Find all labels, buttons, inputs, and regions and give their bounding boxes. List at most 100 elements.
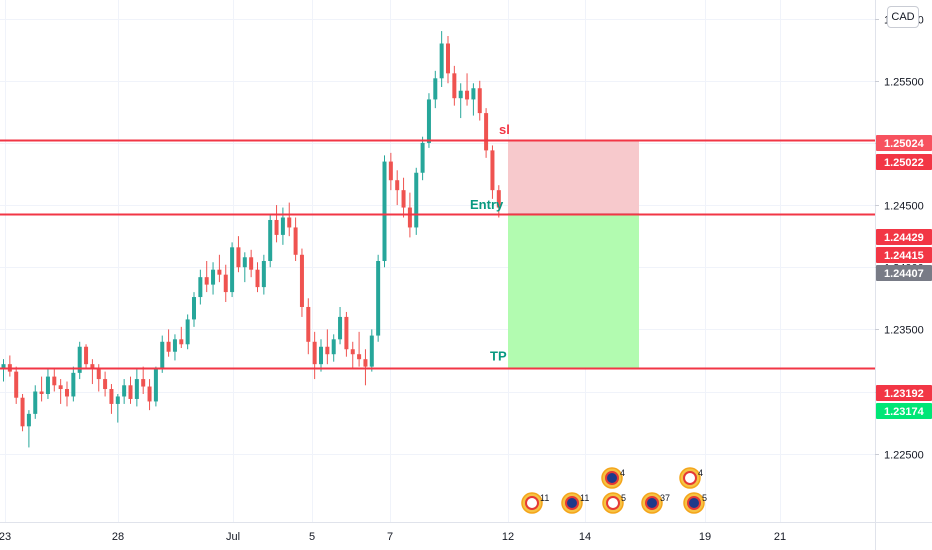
economic-event-marker[interactable]: 11 <box>521 492 549 514</box>
event-count: 4 <box>620 468 625 478</box>
candle-body <box>319 346 323 365</box>
candle <box>185 314 190 350</box>
candle <box>249 249 254 278</box>
candle <box>39 376 44 402</box>
candle-body <box>477 88 482 114</box>
price-tag-label: 1.24407 <box>884 268 924 280</box>
candle <box>471 83 476 116</box>
price-tag-label: 1.23192 <box>884 388 924 400</box>
candle <box>1 359 6 382</box>
candle <box>299 248 304 317</box>
candle-body <box>420 142 425 173</box>
candle <box>401 177 406 218</box>
candle <box>280 207 285 245</box>
candle <box>382 155 387 268</box>
candle-body <box>280 217 285 235</box>
time-axis[interactable]: 23 28 Jul 5 7 12 14 19 21 <box>0 522 932 544</box>
price-tag: 1.23174 <box>876 403 932 419</box>
candle-body <box>261 261 266 288</box>
candle <box>312 331 317 380</box>
candle <box>109 384 114 414</box>
candle-body <box>14 371 19 398</box>
candle <box>344 311 349 357</box>
candle <box>331 334 336 362</box>
price-tag-label: 1.24415 <box>884 250 924 262</box>
economic-event-marker[interactable]: 5 <box>683 492 707 514</box>
candle <box>179 326 184 348</box>
x-tick-label: 7 <box>387 531 393 543</box>
candle <box>211 262 216 295</box>
us-flag-icon <box>645 496 659 510</box>
price-tag-bg <box>876 135 932 151</box>
price-tag-label: 1.23174 <box>884 406 925 418</box>
candle-body <box>490 150 495 191</box>
chart-annotations: sl Entry TP <box>470 122 510 363</box>
candle <box>338 306 343 345</box>
candle <box>420 136 425 181</box>
us-flag-icon <box>565 496 579 510</box>
stop-loss-zone[interactable] <box>508 140 639 214</box>
price-tag: 1.24415 <box>876 247 932 263</box>
economic-event-marker[interactable]: 5 <box>602 492 626 514</box>
y-tick-label: 1.23500 <box>884 325 924 337</box>
candle-body <box>452 73 457 99</box>
candle <box>230 242 235 298</box>
candle-body <box>179 339 184 345</box>
price-tag-bg <box>876 247 932 263</box>
x-tick-label: 23 <box>0 531 11 543</box>
candle <box>465 73 470 106</box>
candle-body <box>249 257 254 270</box>
take-profit-zone[interactable] <box>508 213 639 368</box>
economic-event-marker[interactable]: 4 <box>601 467 625 489</box>
candle <box>357 331 362 367</box>
price-lines[interactable] <box>0 139 875 370</box>
candle <box>376 254 381 342</box>
economic-event-marker[interactable]: 11 <box>561 492 589 514</box>
candle-body <box>496 190 501 208</box>
price-tag-bg <box>876 154 932 170</box>
ca-flag-icon <box>683 471 697 485</box>
candle-body <box>109 389 114 404</box>
candle-body <box>433 78 438 100</box>
candle-body <box>338 316 343 340</box>
price-tag-label: 1.25022 <box>884 157 924 169</box>
candle-body <box>147 386 152 402</box>
candle <box>71 366 76 402</box>
candle <box>77 341 82 380</box>
price-tag: 1.25022 <box>876 154 932 170</box>
currency-badge[interactable]: CAD <box>887 6 919 28</box>
candle <box>274 205 279 243</box>
candle-body <box>369 335 374 367</box>
candle <box>172 334 177 361</box>
candle-body <box>363 359 368 367</box>
candle <box>217 254 222 283</box>
candle <box>293 217 298 261</box>
economic-events[interactable]: 11 11 5 37 4 5 4 <box>521 467 707 514</box>
candle-body <box>20 397 25 427</box>
economic-event-marker[interactable]: 37 <box>641 492 670 514</box>
price-tag: 1.24407 <box>876 265 932 281</box>
candle <box>128 376 133 404</box>
candle-body <box>198 277 203 298</box>
candle <box>26 410 31 448</box>
candle-body <box>407 207 412 228</box>
candle-body <box>312 341 317 365</box>
chart-grid <box>0 0 875 522</box>
candle-body <box>484 113 489 151</box>
candle <box>369 329 374 372</box>
y-tick-label: 1.25500 <box>884 77 924 89</box>
candle-body <box>103 379 108 390</box>
economic-event-marker[interactable]: 4 <box>679 467 703 489</box>
candle <box>426 93 431 148</box>
ca-flag-icon <box>525 496 539 510</box>
candle <box>458 83 463 119</box>
candle-body <box>382 161 387 261</box>
candle-body <box>211 269 216 285</box>
event-count: 5 <box>702 493 707 503</box>
price-tags: 1.25024 1.25022 1.24429 1.24415 1.24407 1.231… <box>876 135 932 419</box>
position-zones[interactable] <box>508 140 639 368</box>
candle <box>325 329 330 365</box>
us-flag-icon <box>605 471 619 485</box>
candle-body <box>52 376 57 386</box>
